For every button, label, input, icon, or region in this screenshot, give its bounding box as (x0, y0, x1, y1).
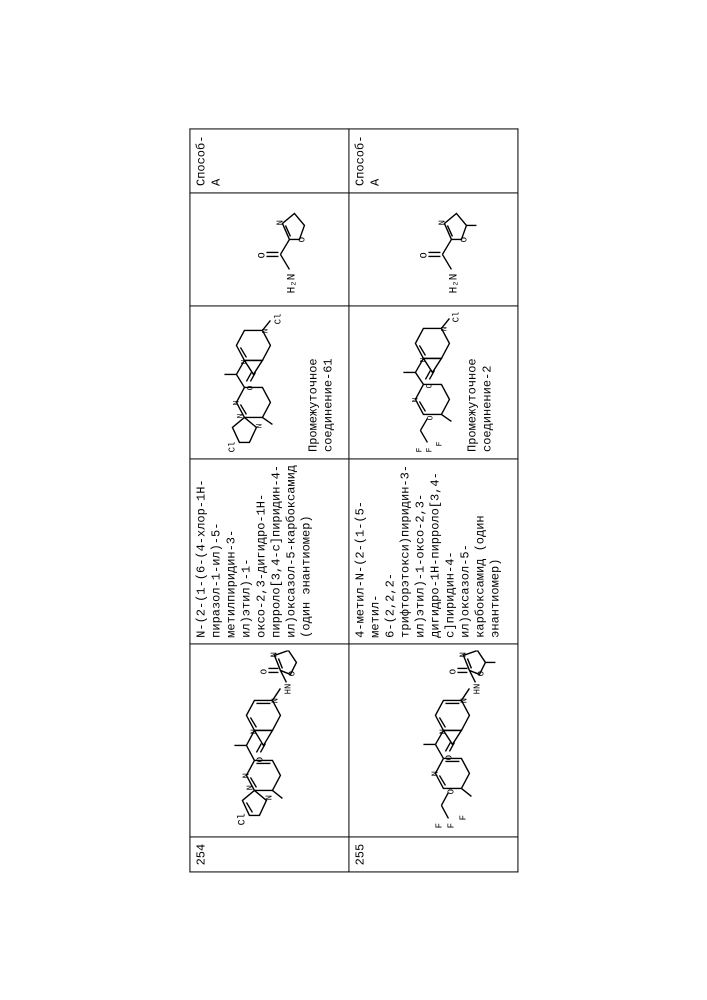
structure-254-icon: Cl N N N (194, 650, 344, 830)
svg-text:O: O (255, 757, 265, 762)
cell-name: N-(2-(1-(6-(4-хлор-1H- пиразол-1-ил)-5- … (190, 458, 349, 644)
svg-text:N: N (275, 219, 285, 224)
method-label: Способ- A (353, 135, 382, 185)
compound-number: 255 (353, 843, 367, 865)
svg-text:N: N (240, 358, 249, 363)
cell-method: Способ- A (349, 129, 518, 192)
svg-text:HN: HN (283, 684, 293, 695)
structure-255-icon: F F F O N (353, 650, 513, 830)
svg-text:N: N (255, 422, 264, 427)
cell-structure: Cl N N N (190, 644, 349, 837)
svg-text:HN: HN (472, 684, 482, 695)
svg-text:O: O (297, 236, 307, 241)
svg-text:F: F (434, 823, 444, 828)
cell-intermediate: Cl N N N N O N (190, 305, 349, 458)
svg-text:Cl: Cl (451, 311, 461, 321)
intermediate-caption: Промежуточное соединение-2 (465, 311, 495, 451)
svg-text:F: F (425, 446, 434, 451)
cell-amide: H₂N O N O (190, 192, 349, 305)
svg-text:F: F (435, 440, 444, 445)
svg-text:O: O (246, 384, 255, 389)
compound-name: 4-метил-N-(2-(1-(5-метил- 6-(2,2,2- триф… (353, 464, 502, 637)
cell-no: 255 (349, 837, 518, 872)
cell-method: Способ- A (190, 129, 349, 192)
svg-text:F: F (458, 815, 468, 820)
svg-text:F: F (415, 446, 424, 451)
compound-name: N-(2-(1-(6-(4-хлор-1H- пиразол-1-ил)-5- … (194, 464, 313, 637)
svg-text:Cl: Cl (273, 313, 283, 324)
intermediate-61-icon: Cl N N N N O N (194, 311, 304, 451)
svg-text:O: O (419, 251, 430, 257)
svg-text:O: O (459, 236, 469, 241)
svg-text:N: N (437, 219, 447, 224)
svg-text:N: N (458, 652, 468, 657)
svg-text:N: N (430, 771, 440, 776)
cell-amide: H₂N O N O (349, 192, 518, 305)
amide-254-icon: H₂N O N O (224, 198, 314, 298)
svg-text:O: O (259, 669, 269, 674)
svg-text:N: N (459, 698, 469, 703)
table-row: 254 Cl N N N (190, 129, 349, 872)
svg-text:O: O (448, 669, 458, 674)
svg-text:O: O (425, 382, 434, 387)
svg-text:N: N (249, 729, 259, 734)
svg-text:Cl: Cl (227, 441, 237, 452)
compound-table: 254 Cl N N N (189, 128, 518, 872)
svg-text:N: N (438, 729, 448, 734)
cell-name: 4-метил-N-(2-(1-(5-метил- 6-(2,2,2- триф… (349, 458, 518, 644)
svg-text:N: N (261, 327, 270, 332)
svg-text:H₂N: H₂N (286, 273, 298, 293)
svg-text:O: O (476, 671, 486, 676)
compound-number: 254 (194, 843, 208, 865)
intermediate-caption: Промежуточное соединение-61 (306, 311, 336, 451)
svg-text:Cl: Cl (236, 813, 248, 825)
table-row: 255 F F F O N (349, 129, 518, 872)
cell-structure: F F F O N (349, 644, 518, 837)
amide-255-icon: H₂N O N O (386, 198, 481, 298)
svg-text:O: O (426, 414, 435, 419)
svg-text:N: N (419, 356, 428, 361)
svg-text:N: N (269, 652, 279, 657)
intermediate-2-icon: F F F O N N (353, 311, 463, 451)
svg-text:O: O (446, 789, 456, 794)
cell-no: 254 (190, 837, 349, 872)
svg-text:N: N (232, 399, 241, 404)
svg-text:N: N (270, 698, 280, 703)
svg-text:N: N (411, 396, 420, 401)
svg-text:O: O (444, 755, 454, 760)
svg-text:H₂N: H₂N (448, 273, 460, 293)
rotated-page: 254 Cl N N N (189, 128, 518, 872)
svg-text:O: O (287, 671, 297, 676)
svg-text:O: O (257, 251, 268, 257)
method-label: Способ- A (194, 135, 223, 185)
svg-text:F: F (446, 823, 456, 828)
svg-text:N: N (264, 795, 274, 800)
svg-text:N: N (440, 325, 449, 330)
svg-text:N: N (241, 773, 251, 778)
cell-intermediate: F F F O N N (349, 305, 518, 458)
